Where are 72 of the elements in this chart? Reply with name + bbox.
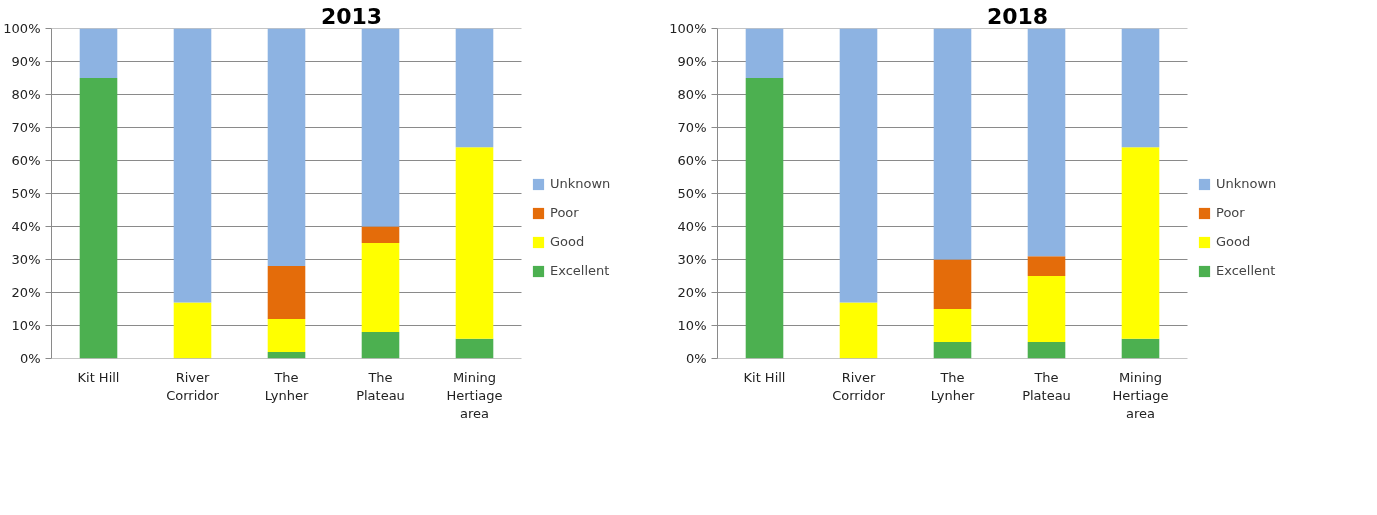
y-tick-label: 30% xyxy=(677,252,707,267)
y-tick-label: 0% xyxy=(19,351,41,366)
y-tick-label: 10% xyxy=(677,318,707,333)
y-tick-label: 20% xyxy=(11,285,41,300)
bar xyxy=(267,318,306,352)
bar xyxy=(173,28,212,303)
bar xyxy=(267,28,306,267)
y-tick-label: 90% xyxy=(677,54,707,69)
bar xyxy=(361,332,400,359)
bar xyxy=(455,28,494,148)
y-tick-label: 80% xyxy=(11,87,41,102)
legend-label: Unknown xyxy=(550,176,611,191)
x-tick-label: Mining Hertiage area xyxy=(446,369,503,421)
y-tick-label: 90% xyxy=(11,54,41,69)
bar xyxy=(1121,338,1160,359)
bar xyxy=(933,342,972,359)
x-tick-label: Mining Hertiage area xyxy=(1112,369,1169,421)
x-tick-label: The Lynher xyxy=(930,369,975,403)
y-tick-label: 50% xyxy=(677,186,707,201)
y-tick-label: 100% xyxy=(3,21,41,36)
bar xyxy=(79,78,118,359)
x-tick-label: The Plateau xyxy=(1022,369,1071,403)
y-tick-label: 40% xyxy=(11,219,41,234)
bar xyxy=(455,147,494,339)
chart-title: 2013 xyxy=(320,3,383,29)
legend-label: Poor xyxy=(1216,205,1245,220)
legend-label: Good xyxy=(550,234,585,249)
y-tick-label: 70% xyxy=(677,120,707,135)
x-tick-label: River Corridor xyxy=(166,369,220,403)
bar xyxy=(455,338,494,359)
bar xyxy=(839,302,878,359)
y-tick-label: 50% xyxy=(11,186,41,201)
y-tick-label: 0% xyxy=(685,351,707,366)
legend-label: Good xyxy=(1216,234,1251,249)
y-tick-label: 60% xyxy=(677,153,707,168)
bar xyxy=(1027,28,1066,257)
y-tick-label: 40% xyxy=(677,219,707,234)
bar xyxy=(173,302,212,359)
y-tick-label: 80% xyxy=(677,87,707,102)
bar xyxy=(839,28,878,303)
bar xyxy=(933,28,972,260)
bar xyxy=(361,28,400,227)
y-tick-label: 30% xyxy=(11,252,41,267)
bar xyxy=(361,226,400,243)
legend-label: Poor xyxy=(550,205,579,220)
bar xyxy=(1027,256,1066,276)
bar xyxy=(361,243,400,333)
bar xyxy=(933,259,972,309)
bar xyxy=(933,309,972,342)
y-tick-label: 100% xyxy=(669,21,707,36)
y-tick-label: 20% xyxy=(677,285,707,300)
bar xyxy=(745,78,784,359)
bar xyxy=(1027,276,1066,342)
chart-title: 2018 xyxy=(986,3,1049,29)
x-tick-label: Kit Hill xyxy=(77,369,120,385)
x-tick-label: The Plateau xyxy=(356,369,405,403)
y-tick-label: 10% xyxy=(11,318,41,333)
legend-label: Unknown xyxy=(1216,176,1277,191)
x-tick-label: Kit Hill xyxy=(743,369,786,385)
x-tick-label: River Corridor xyxy=(832,369,886,403)
y-tick-label: 70% xyxy=(11,120,41,135)
legend-label: Excellent xyxy=(1216,263,1276,278)
bar xyxy=(1121,28,1160,148)
bar xyxy=(745,28,784,78)
bar xyxy=(267,351,306,359)
y-tick-label: 60% xyxy=(11,153,41,168)
bar xyxy=(79,28,118,78)
bar xyxy=(1027,342,1066,359)
x-tick-label: The Lynher xyxy=(264,369,309,403)
bar xyxy=(1121,147,1160,339)
bar xyxy=(267,266,306,319)
legend-label: Excellent xyxy=(550,263,610,278)
